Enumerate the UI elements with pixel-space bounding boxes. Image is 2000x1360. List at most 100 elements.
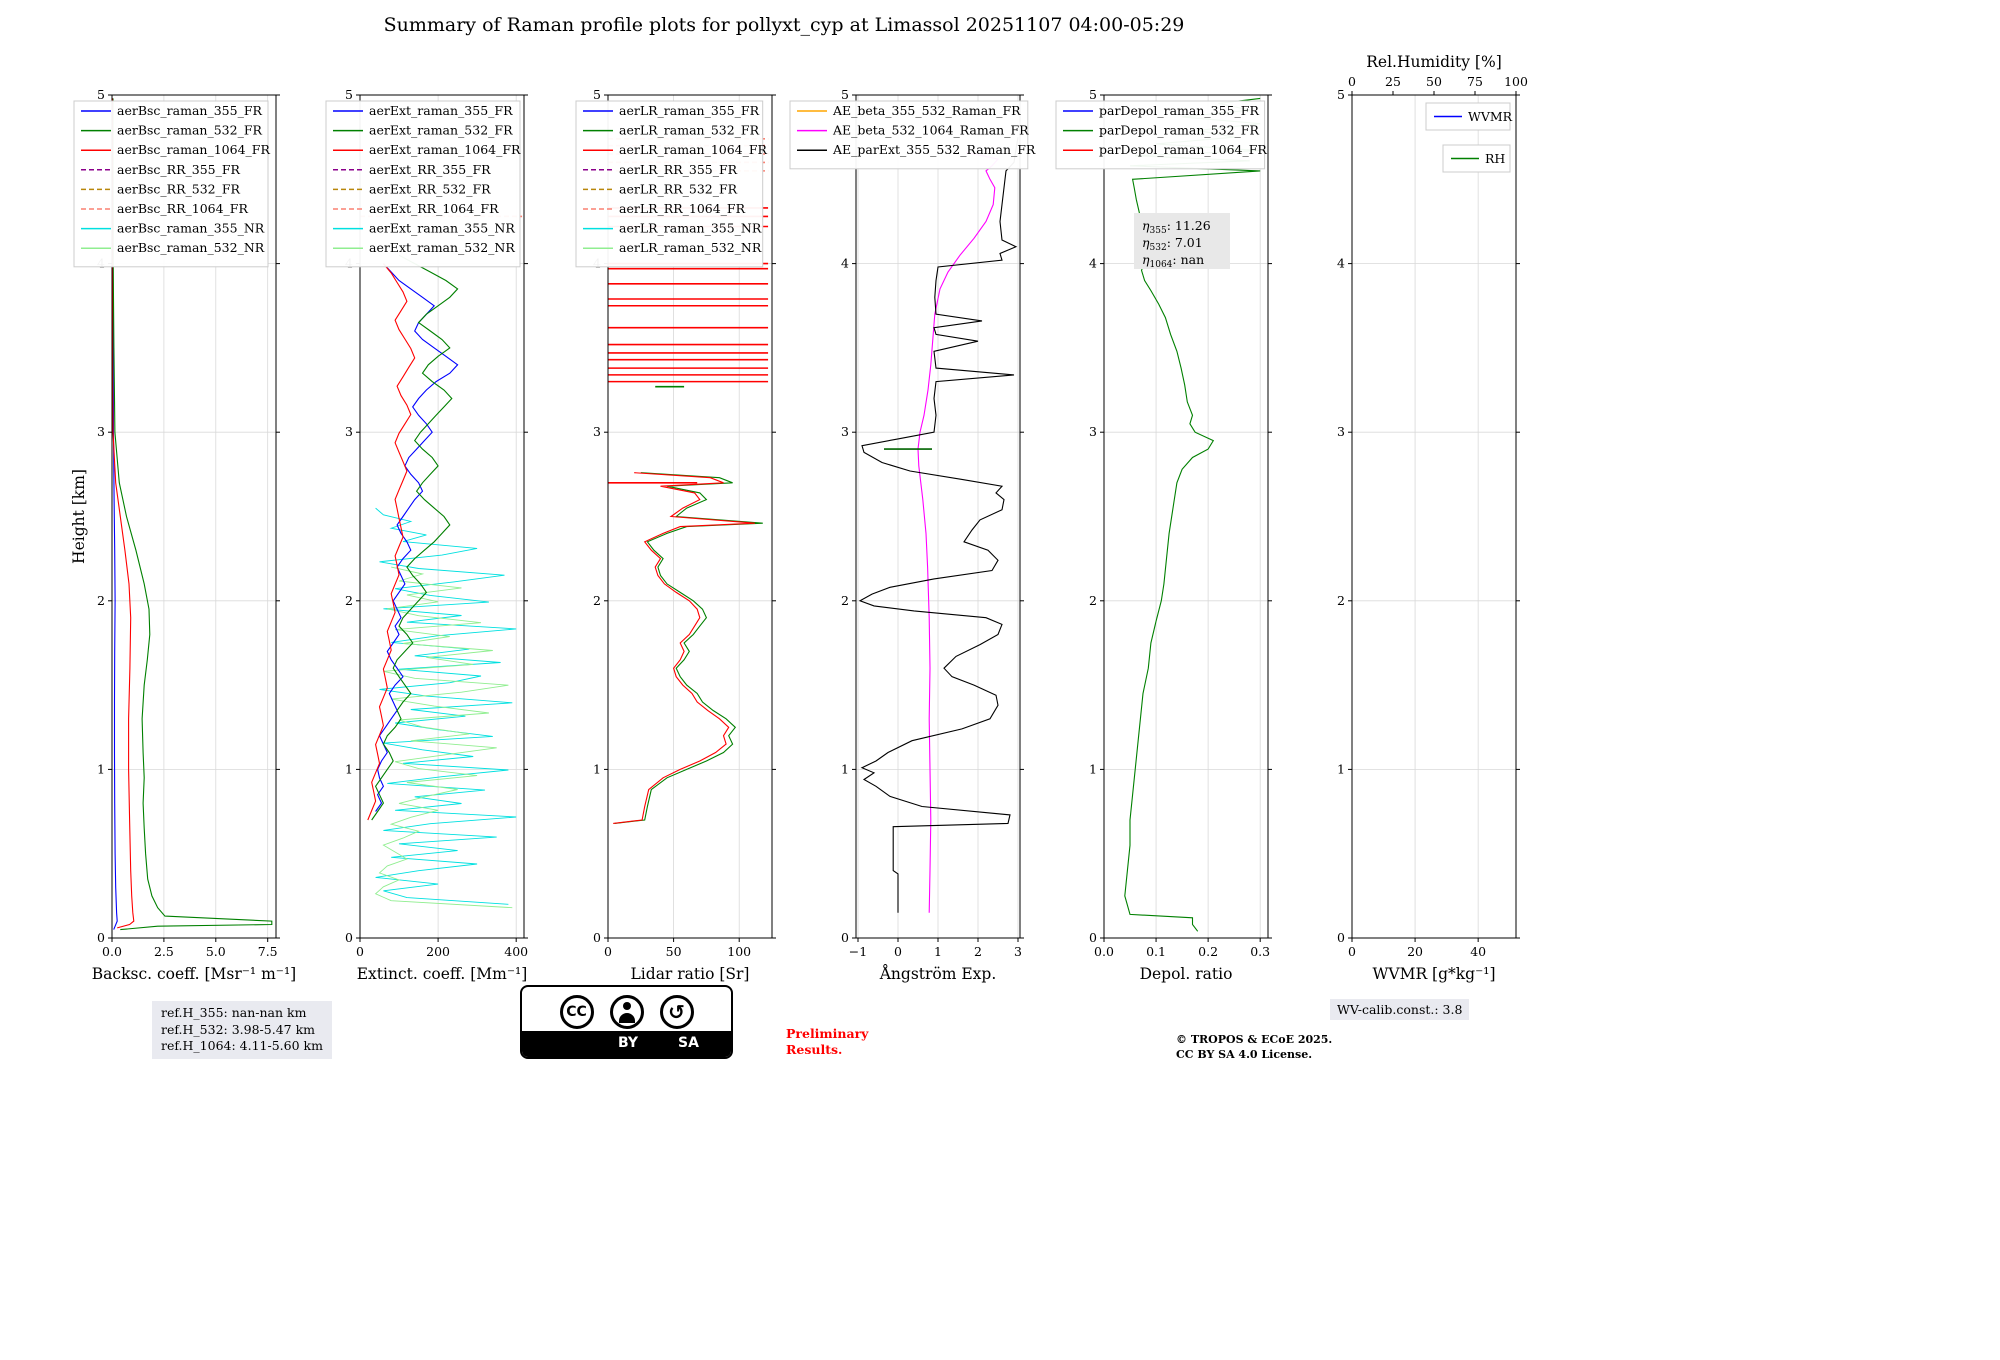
svg-text:5: 5: [1337, 87, 1345, 102]
ref-h-532: ref.H_532: 3.98-5.47 km: [161, 1021, 316, 1037]
svg-text:aerBsc_raman_1064_FR: aerBsc_raman_1064_FR: [117, 142, 270, 157]
preliminary-results-note: Preliminary Results.: [786, 1026, 869, 1057]
series-aerLR_raman_1064_FR: [613, 472, 755, 824]
panel-lidar-ratio: 012345050100Lidar ratio [Sr]aerLR_raman_…: [575, 87, 776, 983]
raman-profiles-chart: 0 1 2 3 4 5 0.0 2.5 5.0 7.5 Backsc. coeff. [Msr⁻¹ …: [70, 53, 1528, 983]
svg-text:0: 0: [97, 930, 105, 945]
cc-sa-label: SA: [678, 1035, 699, 1051]
svg-text:0: 0: [841, 930, 849, 945]
svg-text:2: 2: [1337, 593, 1345, 608]
legend-box: [325, 100, 521, 268]
svg-text:aerExt_raman_355_FR: aerExt_raman_355_FR: [369, 103, 513, 118]
cc-by-sa-badge[interactable]: CC ↺ BY SA: [520, 985, 733, 1059]
svg-text:100: 100: [1504, 74, 1528, 89]
svg-text:WVMR: WVMR: [1468, 109, 1513, 124]
svg-text:200: 200: [426, 944, 450, 959]
series-aerExt_raman_355_FR: [375, 263, 459, 812]
svg-text:2.5: 2.5: [154, 944, 174, 959]
svg-text:−1: −1: [849, 944, 867, 959]
svg-text:aerExt_RR_532_FR: aerExt_RR_532_FR: [369, 181, 491, 196]
svg-text:75: 75: [1467, 74, 1483, 89]
svg-text:2: 2: [345, 593, 353, 608]
svg-text:0: 0: [1089, 930, 1097, 945]
page-title: Summary of Raman profile plots for polly…: [383, 14, 1185, 36]
svg-text:parDepol_raman_532_FR: parDepol_raman_532_FR: [1099, 123, 1259, 138]
copyright-note: © TROPOS & ECoE 2025. CC BY SA 4.0 Licen…: [1176, 1033, 1333, 1061]
panel-extinction: 0123450200400Extinct. coeff. [Mm⁻¹]aerEx…: [325, 87, 528, 983]
svg-text:0: 0: [356, 944, 364, 959]
svg-text:4: 4: [1337, 256, 1345, 271]
svg-text:0: 0: [894, 944, 902, 959]
svg-text:5: 5: [1089, 87, 1097, 102]
svg-text:Lidar ratio [Sr]: Lidar ratio [Sr]: [631, 965, 750, 983]
legend-box: [1055, 100, 1266, 170]
svg-text:25: 25: [1385, 74, 1401, 89]
svg-text:Ångström Exp.: Ångström Exp.: [879, 965, 997, 983]
svg-text:0: 0: [1337, 930, 1345, 945]
svg-text:parDepol_raman_1064_FR: parDepol_raman_1064_FR: [1099, 142, 1267, 157]
svg-text:0: 0: [345, 930, 353, 945]
svg-text:1: 1: [934, 944, 942, 959]
svg-text:3: 3: [1089, 424, 1097, 439]
svg-text:η1064: nan: η1064: nan: [1142, 252, 1204, 270]
ref-h-1064: ref.H_1064: 4.11-5.60 km: [161, 1038, 323, 1053]
svg-text:aerExt_raman_1064_FR: aerExt_raman_1064_FR: [369, 142, 521, 157]
svg-text:0.1: 0.1: [1146, 944, 1166, 959]
svg-text:2: 2: [97, 593, 105, 608]
svg-text:0: 0: [593, 930, 601, 945]
svg-text:50: 50: [1426, 74, 1442, 89]
ref-h-355: ref.H_355: nan-nan km: [161, 1005, 307, 1020]
svg-text:aerLR_RR_355_FR: aerLR_RR_355_FR: [619, 162, 738, 177]
svg-text:0: 0: [1348, 944, 1356, 959]
series-aerExt_raman_532_FR: [371, 254, 459, 821]
svg-text:Backsc. coeff. [Msr⁻¹ m⁻¹]: Backsc. coeff. [Msr⁻¹ m⁻¹]: [92, 965, 296, 983]
svg-text:0: 0: [1348, 74, 1356, 89]
series-aerExt_raman_355_NR: [375, 507, 517, 905]
svg-text:aerLR_raman_355_FR: aerLR_raman_355_FR: [619, 103, 760, 118]
wv-calibration-note: WV-calib.const.: 3.8: [1330, 999, 1470, 1020]
cc-badge-icons: CC ↺: [522, 987, 731, 1034]
svg-text:0.0: 0.0: [102, 944, 122, 959]
svg-text:20: 20: [1407, 944, 1423, 959]
svg-text:4: 4: [1089, 256, 1097, 271]
svg-text:aerBsc_RR_1064_FR: aerBsc_RR_1064_FR: [117, 201, 248, 216]
svg-text:aerLR_RR_532_FR: aerLR_RR_532_FR: [619, 181, 738, 196]
svg-text:100: 100: [727, 944, 751, 959]
svg-text:AE_beta_355_532_Raman_FR: AE_beta_355_532_Raman_FR: [832, 103, 1021, 118]
svg-text:5: 5: [345, 87, 353, 102]
series-AE_beta_532_1064_Raman_FR: [917, 151, 1000, 913]
svg-text:400: 400: [504, 944, 528, 959]
legend-box: [73, 100, 269, 268]
svg-text:1: 1: [1337, 761, 1345, 776]
cc-badge-bar: BY SA: [522, 1031, 731, 1057]
svg-text:Extinct. coeff. [Mm⁻¹]: Extinct. coeff. [Mm⁻¹]: [357, 965, 528, 983]
legend-box: [575, 100, 764, 268]
svg-text:Depol. ratio: Depol. ratio: [1140, 965, 1233, 983]
svg-text:5: 5: [841, 87, 849, 102]
svg-text:aerLR_RR_1064_FR: aerLR_RR_1064_FR: [619, 201, 746, 216]
svg-text:aerBsc_RR_355_FR: aerBsc_RR_355_FR: [117, 162, 241, 177]
svg-text:aerLR_raman_532_FR: aerLR_raman_532_FR: [619, 123, 760, 138]
svg-text:aerExt_raman_355_NR: aerExt_raman_355_NR: [369, 221, 515, 236]
svg-text:2: 2: [974, 944, 982, 959]
svg-text:aerExt_RR_355_FR: aerExt_RR_355_FR: [369, 162, 491, 177]
series-aerLR_raman_532_FR: [614, 472, 763, 824]
svg-text:1: 1: [97, 761, 105, 776]
svg-text:Rel.Humidity [%]: Rel.Humidity [%]: [1366, 53, 1502, 71]
svg-text:5.0: 5.0: [206, 944, 226, 959]
svg-text:5: 5: [97, 87, 105, 102]
svg-text:2: 2: [1089, 593, 1097, 608]
svg-text:3: 3: [345, 424, 353, 439]
series-aerBsc_raman_1064_FR: [112, 98, 135, 929]
svg-text:η355: 11.26: η355: 11.26: [1142, 218, 1211, 236]
svg-text:7.5: 7.5: [258, 944, 278, 959]
svg-text:aerExt_raman_532_NR: aerExt_raman_532_NR: [369, 240, 515, 255]
svg-text:aerBsc_raman_532_NR: aerBsc_raman_532_NR: [117, 240, 265, 255]
svg-text:η532: 7.01: η532: 7.01: [1142, 235, 1203, 253]
svg-text:AE_beta_532_1064_Raman_FR: AE_beta_532_1064_Raman_FR: [832, 123, 1029, 138]
svg-text:aerBsc_raman_355_NR: aerBsc_raman_355_NR: [117, 221, 265, 236]
svg-text:aerLR_raman_1064_FR: aerLR_raman_1064_FR: [619, 142, 768, 157]
svg-text:1: 1: [593, 761, 601, 776]
